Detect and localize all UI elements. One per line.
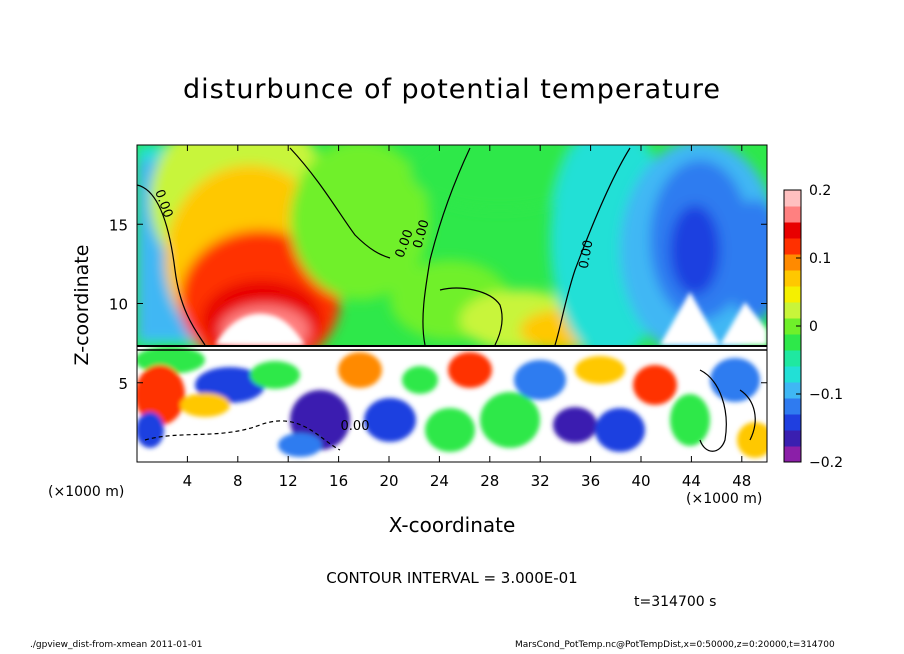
y-axis-label: Z-coordinate <box>71 244 93 366</box>
y-tick-label: 10 <box>109 296 128 314</box>
contour-lines <box>137 147 767 452</box>
chart-title: disturbunce of potential temperature <box>183 74 721 105</box>
colorbar-swatch <box>784 286 801 303</box>
contour-label-group: 0.000.000.000.000.00 <box>151 188 596 434</box>
colorbar-ticks: 0.2 0.1 0 −0.1 −0.2 <box>796 183 843 471</box>
x-axis-label-text: X-coordinate <box>388 513 516 537</box>
x-unit-label-right: (×1000 m) <box>686 491 763 507</box>
footer-left: ./gpview_dist-from-xmean 2011-01-01 <box>30 640 203 650</box>
contour-label: 0.00 <box>577 239 597 270</box>
x-axis-label: X-coordinate <box>0 513 904 537</box>
footer-right: MarsCond_PotTemp.nc@PotTempDist,x=0:5000… <box>515 640 835 650</box>
colorbar-swatch <box>784 206 801 223</box>
x-tick-label: 36 <box>581 472 600 490</box>
heatmap-field <box>137 145 767 462</box>
x-unit-label-left: (×1000 m) <box>48 484 125 500</box>
x-tick-label: 32 <box>531 472 550 490</box>
x-tick-label: 20 <box>379 472 398 490</box>
x-tick-label: 40 <box>631 472 650 490</box>
colorbar-swatch <box>784 366 801 383</box>
contour-interval-note: CONTOUR INTERVAL = 3.000E-01 <box>326 569 578 587</box>
y-tick-label: 5 <box>118 375 128 393</box>
y-tick-label: 15 <box>109 216 128 234</box>
colorbar-swatch <box>784 238 801 255</box>
colorbar-swatch <box>784 334 801 351</box>
time-note: t=314700 s <box>634 594 717 610</box>
x-tick-label: 44 <box>682 472 701 490</box>
x-tick-label: 16 <box>329 472 348 490</box>
colorbar-tick-label: −0.2 <box>809 455 843 471</box>
colorbar-tick-label: −0.1 <box>809 387 843 403</box>
colorbar-swatch <box>784 350 801 367</box>
colorbar-swatch <box>784 302 801 319</box>
contour-label: 0.00 <box>411 218 433 250</box>
x-tick-label: 4 <box>183 472 193 490</box>
colorbar-swatch <box>784 430 801 447</box>
x-axis: 4 8 12 16 20 24 28 32 36 40 44 48 <box>183 145 751 490</box>
x-tick-label: 12 <box>279 472 298 490</box>
colorbar-tick-label: 0 <box>809 319 818 335</box>
x-tick-label: 24 <box>430 472 449 490</box>
y-axis: 5 10 15 <box>109 216 767 393</box>
colorbar-tick-label: 0.1 <box>809 251 831 267</box>
colorbar-swatch <box>784 382 801 399</box>
colorbar-swatch <box>784 318 801 335</box>
colorbar-swatch <box>784 446 801 463</box>
colorbar-swatch <box>784 190 801 207</box>
colorbar-tick-label: 0.2 <box>809 183 831 199</box>
x-tick-label: 28 <box>480 472 499 490</box>
contour-label: 0.00 <box>341 419 370 434</box>
colorbar-swatch <box>784 222 801 239</box>
colorbar-swatch <box>784 414 801 431</box>
x-tick-label: 8 <box>233 472 243 490</box>
x-tick-label: 48 <box>732 472 751 490</box>
colorbar-swatch <box>784 254 801 271</box>
colorbar-swatch <box>784 398 801 415</box>
colorbar-swatch <box>784 270 801 287</box>
